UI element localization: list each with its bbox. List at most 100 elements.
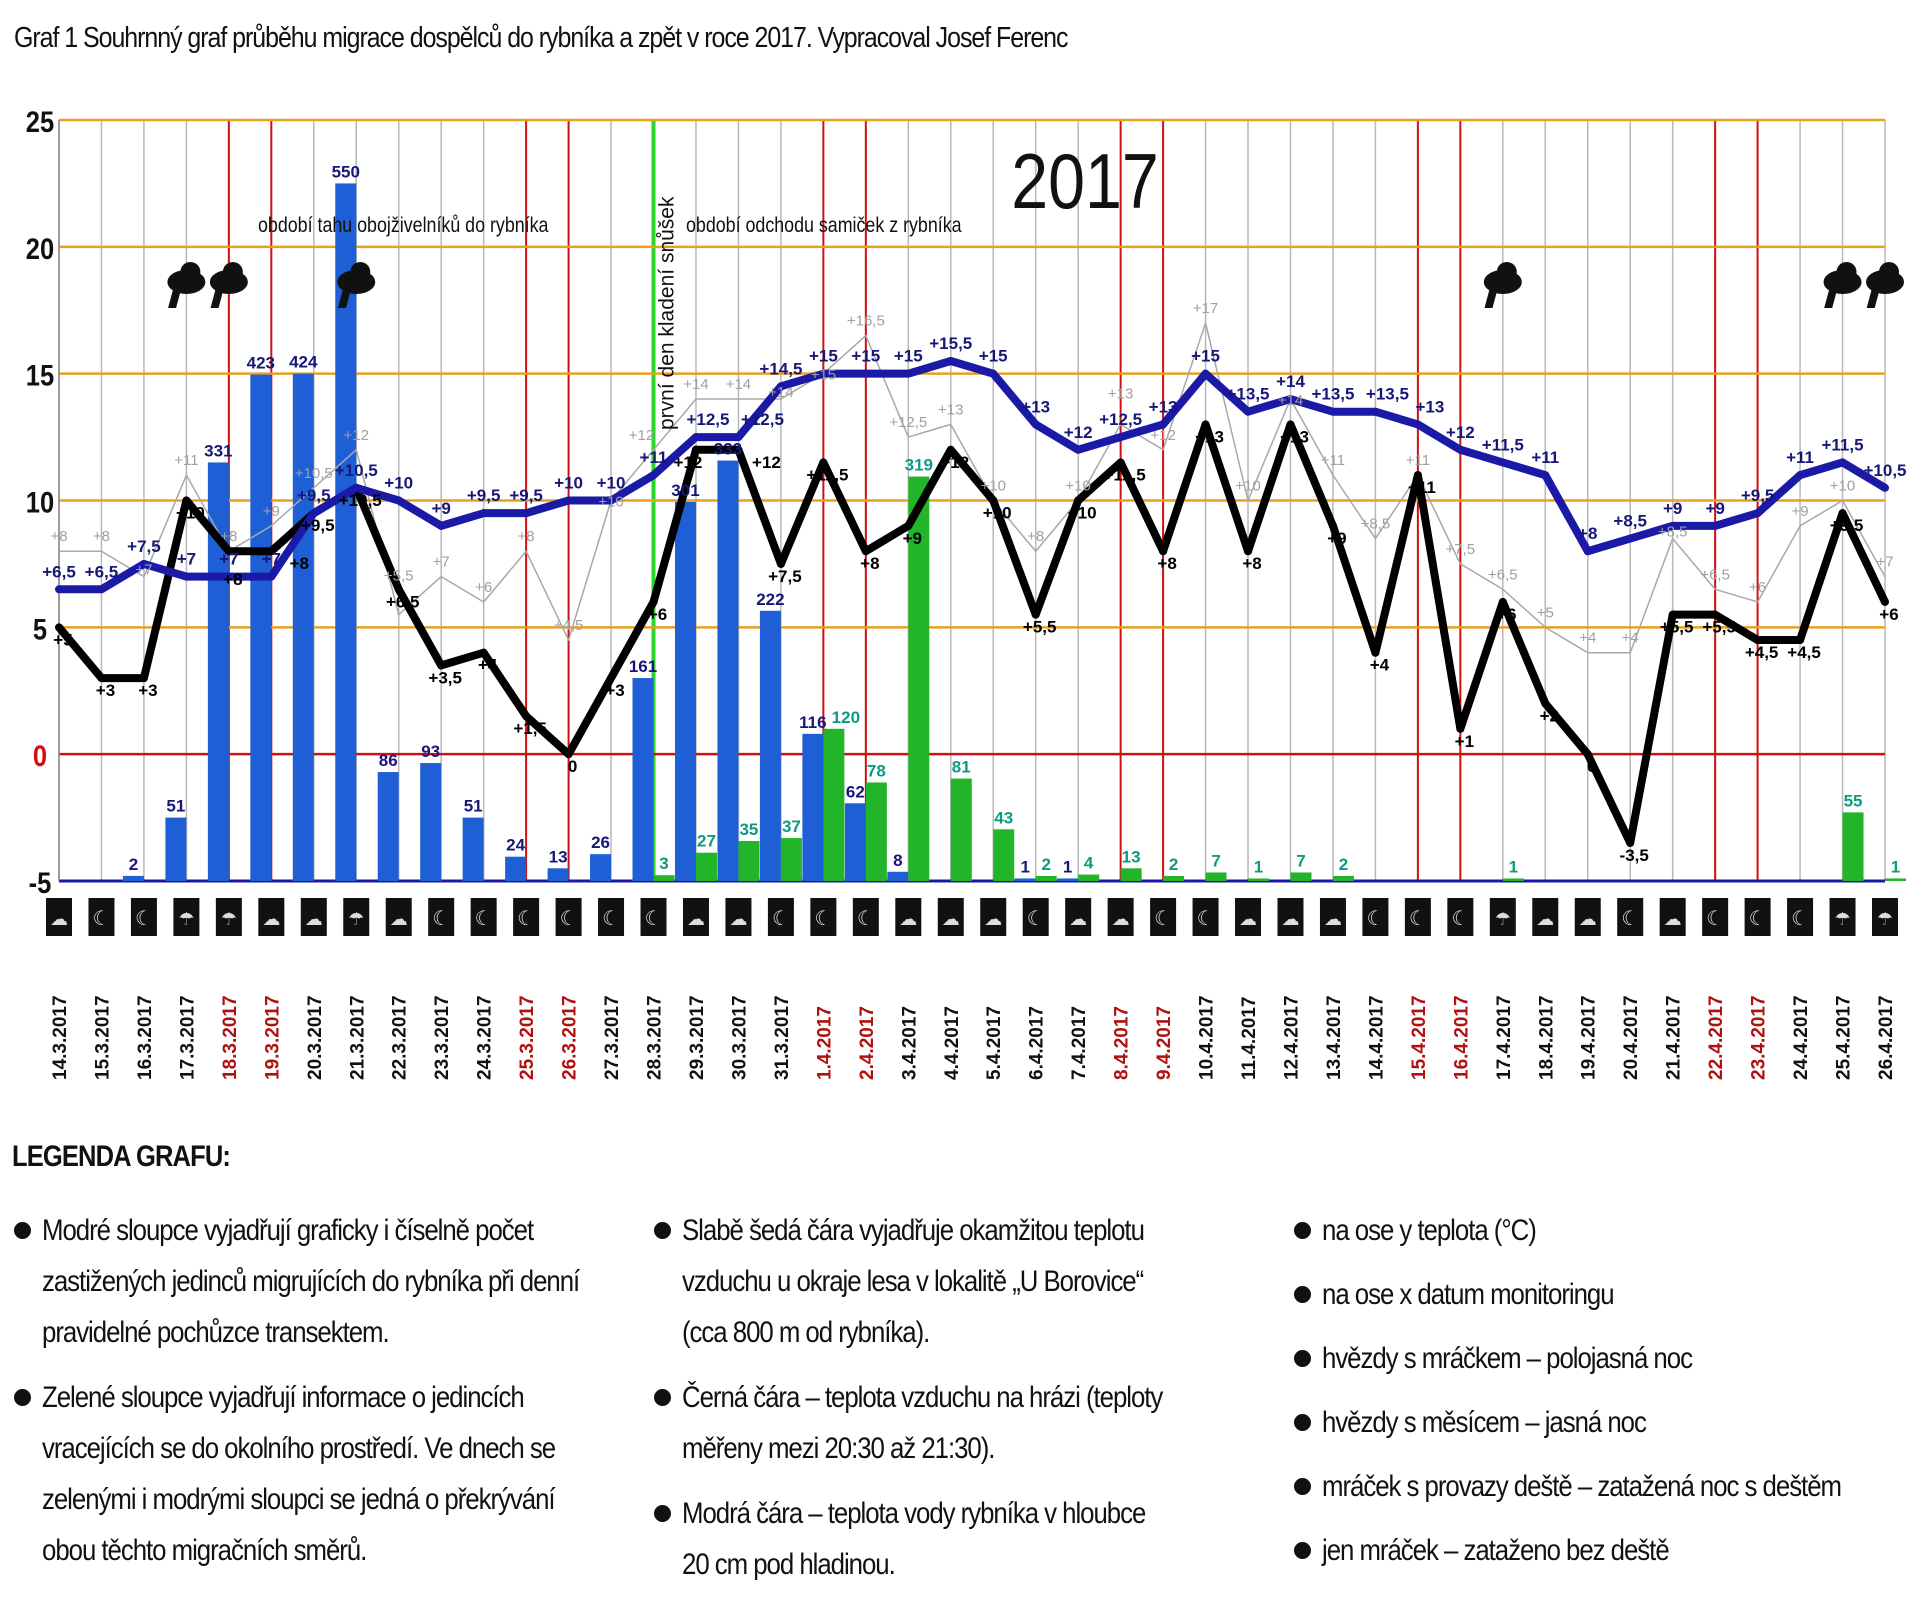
dam-air-temp-label: -3,5 xyxy=(1620,846,1649,865)
water-temp-point xyxy=(352,483,361,492)
forest-air-temp-point xyxy=(1119,423,1122,426)
weather-icon-bg xyxy=(1617,898,1644,936)
weather-glyph: ☁ xyxy=(50,909,68,929)
water-temp-label: +9 xyxy=(1705,499,1724,518)
blue-bar-label: 301 xyxy=(671,481,699,500)
x-tick-label: 15.4.2017 xyxy=(1409,995,1430,1080)
weather-icon-bg xyxy=(46,898,72,936)
weather-icon-bg xyxy=(980,898,1007,936)
forest-air-temp-label: +10 xyxy=(1830,478,1855,495)
cloud-shape xyxy=(222,262,243,282)
forest-air-temp-point xyxy=(397,613,400,616)
weather-glyph: ☾ xyxy=(1621,908,1639,930)
weather-icon-bg xyxy=(1362,898,1389,936)
green-bar xyxy=(1332,875,1354,881)
weather-glyph: ☁ xyxy=(687,909,705,929)
x-tick-label: 4.4.2017 xyxy=(942,1006,963,1080)
cloud-weather-icon: ☁ xyxy=(1065,898,1092,936)
water-temp-label: +9 xyxy=(431,499,450,518)
water-temp-label: +11 xyxy=(640,448,668,467)
blue-bar-label: 26 xyxy=(591,833,610,852)
cloud-weather-icon: ☁ xyxy=(1574,898,1601,936)
x-tick-label: 11.4.2017 xyxy=(1239,997,1260,1080)
weather-icon-bg xyxy=(725,898,752,936)
blue-bar xyxy=(717,460,739,881)
dam-air-temp-point xyxy=(861,547,870,556)
water-temp-point xyxy=(1838,458,1847,467)
water-temp-point xyxy=(1031,420,1040,429)
weather-glyph: ☾ xyxy=(1366,908,1384,930)
x-tick-label: 18.4.2017 xyxy=(1536,995,1557,1080)
forest-air-temp-point xyxy=(1799,525,1801,527)
chart-year-title: 2017 xyxy=(1011,138,1158,225)
legend-column-3: na ose y teplota (°C) na ose x datum mon… xyxy=(1292,1205,1912,1589)
dam-air-temp-point xyxy=(1201,420,1210,429)
water-temp-point xyxy=(1286,395,1295,404)
cloud-weather-icon: ☁ xyxy=(1532,898,1559,936)
green-bar xyxy=(695,852,717,881)
water-temp-point xyxy=(139,559,148,568)
forest-air-temp-label: +5 xyxy=(1537,604,1554,621)
rain-weather-icon: ☂ xyxy=(343,898,370,936)
green-bar xyxy=(1502,878,1524,881)
forest-air-temp-point xyxy=(865,334,867,337)
legend-item: Černá čára – teplota vzduchu na hrázi (t… xyxy=(652,1372,1172,1474)
water-temp-label: +10,5 xyxy=(1863,461,1906,480)
water-temp-point xyxy=(309,509,318,518)
water-temp-label: +12 xyxy=(1064,423,1093,442)
green-bar-label: 81 xyxy=(952,758,971,777)
forest-air-temp-point xyxy=(695,398,697,400)
x-tick-label: 28.3.2017 xyxy=(645,995,666,1080)
forest-air-temp-line xyxy=(59,322,1886,654)
rain-cloud-icon xyxy=(167,262,206,308)
bullet-icon xyxy=(1294,1286,1311,1303)
rain-cloud-icon xyxy=(337,262,376,308)
weather-icon-bg xyxy=(130,898,157,936)
cloud-weather-icon: ☁ xyxy=(1107,898,1134,936)
dam-air-temp-label: +3 xyxy=(605,681,624,700)
water-temp-point xyxy=(182,572,191,581)
dam-air-temp-point xyxy=(1753,636,1762,645)
water-temp-label: +13 xyxy=(1415,397,1444,416)
cloud-weather-icon: ☁ xyxy=(300,898,327,936)
water-temp-label: +8,5 xyxy=(1613,512,1647,531)
dam-air-temp-point xyxy=(394,585,403,594)
dam-air-temp-point xyxy=(691,445,700,454)
dam-air-temp-point xyxy=(1159,547,1168,556)
green-bar-label: 43 xyxy=(994,808,1013,827)
marks-layer: ☁ ☾ ☾ ☂ ☂ ☁ ☁ ☂ ☁ ☾ ☾ ☾ ☾ ☾ ☾ ☁ ☁ ☾ ☾ ☾ ☁ ☁ ☁ ☾ ☁ ☁ ☾ ☾ ☁ ☁ ☁ ☾ ☾ ☾ ☂ ☁ ☁ ☾ ☁ ☾… xyxy=(46,183,1906,936)
x-tick-label: 12.4.2017 xyxy=(1281,995,1302,1080)
water-temp-label: +12,5 xyxy=(686,410,729,429)
weather-icon-bg xyxy=(640,898,667,936)
water-temp-label: +10 xyxy=(597,474,626,493)
water-temp-point xyxy=(1244,407,1253,416)
water-temp-label: +13,5 xyxy=(1311,385,1354,404)
legend-item: jen mráček – zataženo bez deště xyxy=(1292,1525,1912,1576)
weather-glyph: ☾ xyxy=(1706,908,1724,930)
x-tick-label: 20.3.2017 xyxy=(305,995,326,1080)
x-tick-label: 25.3.2017 xyxy=(517,995,538,1080)
moon-weather-icon: ☾ xyxy=(767,898,794,936)
dam-air-temp-label: +6 xyxy=(1879,605,1898,624)
rain-cloud-icon xyxy=(209,262,248,308)
weather-glyph: ☾ xyxy=(517,908,535,930)
x-tick-label: 22.3.2017 xyxy=(390,995,411,1080)
bullet-icon xyxy=(1294,1478,1311,1495)
blue-bar xyxy=(420,763,442,881)
water-temp-label: +9,5 xyxy=(509,486,543,505)
water-temp-label: +11,5 xyxy=(1821,435,1863,454)
rain-cloud-icon xyxy=(1823,262,1862,308)
x-tick-label: 14.4.2017 xyxy=(1366,995,1387,1080)
dam-air-temp-label: +1,5 xyxy=(513,719,547,738)
blue-bar-label: 116 xyxy=(799,713,826,732)
water-temp-point xyxy=(1881,483,1889,492)
water-temp-point xyxy=(437,521,446,530)
blue-bar xyxy=(250,374,272,881)
forest-air-temp-label: +6 xyxy=(1749,579,1766,596)
legend-item: Modrá čára – teplota vody rybníka v hlou… xyxy=(652,1488,1172,1590)
blue-bar xyxy=(505,856,527,881)
cloud-shape xyxy=(1879,262,1899,282)
green-bar xyxy=(1120,868,1142,881)
moon-weather-icon: ☾ xyxy=(1404,898,1431,936)
